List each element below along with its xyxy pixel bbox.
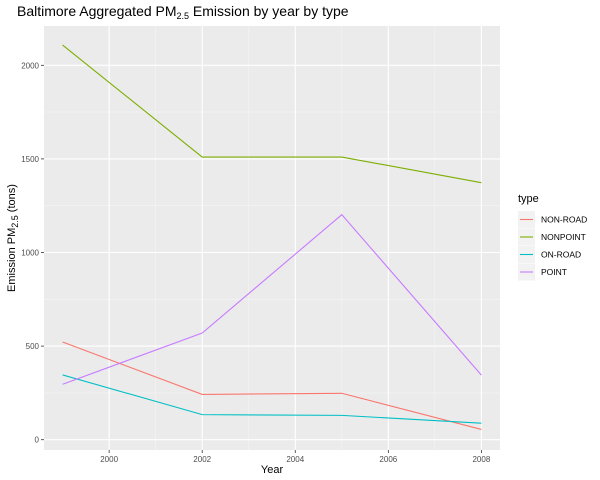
chart-title-main: Baltimore Aggregated PM [17,3,177,19]
legend-label: NON-ROAD [541,215,587,225]
y-axis-title-suffix: (tons) [6,184,18,215]
y-axis-title: Emission PM2.5 (tons) [6,184,20,292]
y-tick-label: 1500 [21,155,39,164]
plot-panel [44,26,500,450]
chart-title-subscript: 2.5 [177,11,190,21]
series-line-nonpoint [62,44,482,184]
chart-title: Baltimore Aggregated PM2.5 Emission by y… [17,3,349,21]
legend: type NON-ROAD NONPOINT ON-ROAD POINT [518,193,587,281]
y-axis: 0 500 1000 1500 2000 [21,61,44,445]
x-tick-label: 2006 [379,455,397,464]
series-line-non-road [62,341,482,430]
y-axis-title-main: Emission PM [6,228,18,292]
x-axis: 2000 2002 2004 2006 2008 [100,450,491,464]
legend-label: NONPOINT [541,232,586,242]
y-axis-title-subscript: 2.5 [10,215,20,228]
legend-label: POINT [541,267,567,277]
y-tick-label: 0 [35,436,40,445]
y-tick-label: 2000 [21,61,39,70]
legend-item-nonpoint: NONPOINT [518,228,586,246]
legend-label: ON-ROAD [541,250,581,260]
y-tick-label: 500 [26,342,40,351]
x-axis-title: Year [261,464,284,476]
x-tick-label: 2002 [193,455,211,464]
x-tick-label: 2000 [100,455,118,464]
legend-item-on-road: ON-ROAD [518,246,581,263]
legend-items: NON-ROAD NONPOINT ON-ROAD POINT [518,211,587,281]
y-tick-label: 1000 [21,249,39,258]
chart-title-suffix: Emission by year by type [189,3,349,19]
legend-item-point: POINT [518,263,567,281]
series-lines [62,44,482,430]
x-tick-label: 2004 [286,455,304,464]
x-tick-label: 2008 [472,455,490,464]
series-line-on-road [62,374,482,424]
legend-item-non-road: NON-ROAD [518,211,587,228]
legend-title: type [518,193,539,205]
series-line-point [62,213,482,385]
grid [44,26,500,450]
